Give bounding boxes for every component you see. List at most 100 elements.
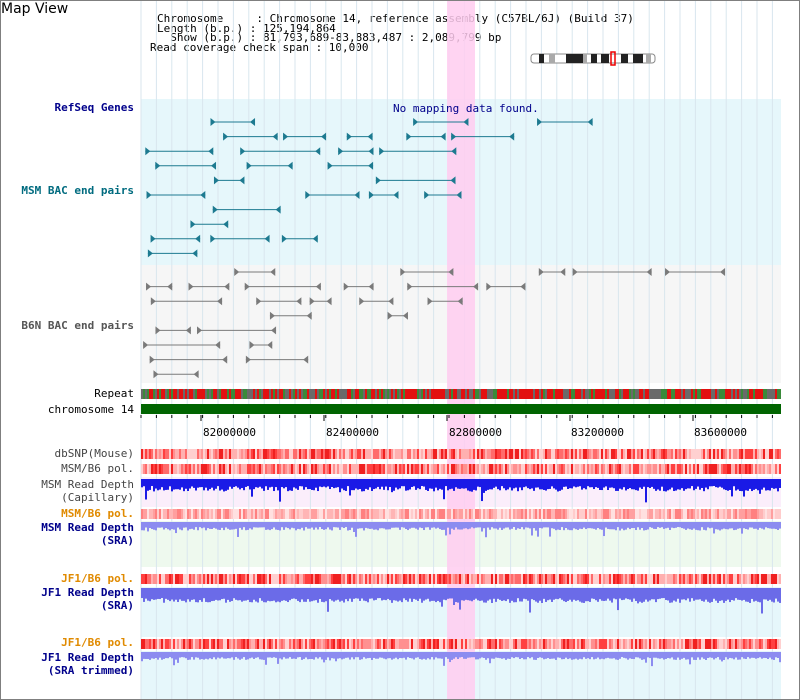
polymorphism-mark: [247, 449, 249, 459]
read-depth-bar: [343, 652, 345, 659]
read-depth-bar: [397, 588, 399, 602]
polymorphism-mark: [745, 449, 747, 459]
polymorphism-mark: [143, 574, 145, 584]
polymorphism-mark: [431, 639, 433, 649]
read-depth-bar: [567, 479, 569, 490]
polymorphism-mark: [233, 464, 235, 474]
polymorphism-mark: [513, 464, 515, 474]
read-depth-bar: [729, 479, 731, 491]
read-depth-bar: [299, 522, 301, 530]
bac-end-marker: [146, 282, 152, 291]
polymorphism-mark: [151, 639, 153, 649]
polymorphism-mark: [441, 449, 443, 459]
read-depth-bar: [443, 522, 445, 530]
polymorphism-mark: [141, 464, 143, 474]
read-depth-bar: [289, 479, 291, 491]
read-depth-bar: [281, 652, 283, 660]
polymorphism-mark: [369, 574, 371, 584]
polymorphism-mark: [587, 509, 589, 519]
polymorphism-mark: [441, 464, 443, 474]
read-depth-bar: [291, 522, 293, 528]
polymorphism-mark: [663, 464, 665, 474]
read-depth-bar: [705, 652, 707, 660]
polymorphism-mark: [471, 639, 473, 649]
polymorphism-mark: [219, 509, 221, 519]
polymorphism-mark: [585, 509, 587, 519]
polymorphism-mark: [325, 639, 327, 649]
read-depth-bar: [473, 479, 475, 490]
repeat-mark: [625, 389, 627, 399]
repeat-mark: [671, 389, 673, 399]
read-depth-bar: [239, 588, 241, 601]
read-depth-bar: [521, 588, 523, 602]
polymorphism-mark: [355, 509, 357, 519]
read-depth-bar: [537, 588, 539, 603]
read-depth-bar: [211, 652, 213, 660]
polymorphism-mark: [621, 574, 623, 584]
polymorphism-mark: [203, 639, 205, 649]
polymorphism-mark: [267, 449, 269, 459]
polymorphism-mark: [709, 639, 711, 649]
polymorphism-mark: [281, 509, 283, 519]
read-depth-bar: [521, 652, 523, 659]
polymorphism-mark: [583, 449, 585, 459]
polymorphism-mark: [617, 464, 619, 474]
read-depth-bar: [395, 652, 397, 658]
read-depth-bar: [361, 522, 363, 529]
read-depth-bar: [489, 652, 491, 664]
polymorphism-mark: [445, 464, 447, 474]
polymorphism-mark: [171, 449, 173, 459]
read-depth-bar: [573, 588, 575, 600]
polymorphism-mark: [749, 639, 751, 649]
polymorphism-mark: [569, 509, 571, 519]
polymorphism-mark: [743, 464, 745, 474]
polymorphism-mark: [689, 574, 691, 584]
polymorphism-mark: [625, 449, 627, 459]
polymorphism-mark: [747, 574, 749, 584]
polymorphism-mark: [511, 639, 513, 649]
read-depth-bar: [181, 588, 183, 601]
polymorphism-mark: [709, 464, 711, 474]
polymorphism-mark: [609, 574, 611, 584]
read-depth-bar: [763, 652, 765, 658]
polymorphism-mark: [369, 464, 371, 474]
polymorphism-mark: [629, 574, 631, 584]
read-depth-bar: [149, 652, 151, 660]
polymorphism-mark: [641, 574, 643, 584]
polymorphism-mark: [723, 639, 725, 649]
read-depth-bar: [373, 522, 375, 530]
read-depth-bar: [699, 588, 701, 600]
polymorphism-mark: [305, 639, 307, 649]
read-depth-bar: [529, 652, 531, 659]
read-depth-bar: [671, 522, 673, 528]
read-depth-bar: [275, 588, 277, 603]
repeat-mark: [477, 389, 479, 399]
polymorphism-mark: [435, 464, 437, 474]
read-depth-bar: [369, 479, 371, 488]
polymorphism-mark: [281, 464, 283, 474]
polymorphism-mark: [449, 464, 451, 474]
read-depth-bar: [237, 479, 239, 488]
polymorphism-mark: [735, 639, 737, 649]
polymorphism-mark: [493, 509, 495, 519]
read-depth-bar: [221, 522, 223, 528]
bac-end-marker: [224, 282, 230, 291]
polymorphism-mark: [777, 449, 779, 459]
read-depth-bar: [531, 479, 533, 489]
read-depth-bar: [297, 652, 299, 658]
polymorphism-mark: [601, 574, 603, 584]
read-depth-bar: [761, 522, 763, 529]
read-depth-bar: [415, 588, 417, 600]
polymorphism-mark: [325, 464, 327, 474]
read-depth-bar: [421, 652, 423, 660]
polymorphism-mark: [385, 574, 387, 584]
polymorphism-mark: [689, 449, 691, 459]
polymorphism-mark: [319, 639, 321, 649]
read-depth-bar: [567, 588, 569, 601]
polymorphism-mark: [727, 574, 729, 584]
repeat-mark: [703, 389, 705, 399]
read-depth-bar: [635, 522, 637, 531]
polymorphism-mark: [477, 464, 479, 474]
polymorphism-mark: [181, 464, 183, 474]
